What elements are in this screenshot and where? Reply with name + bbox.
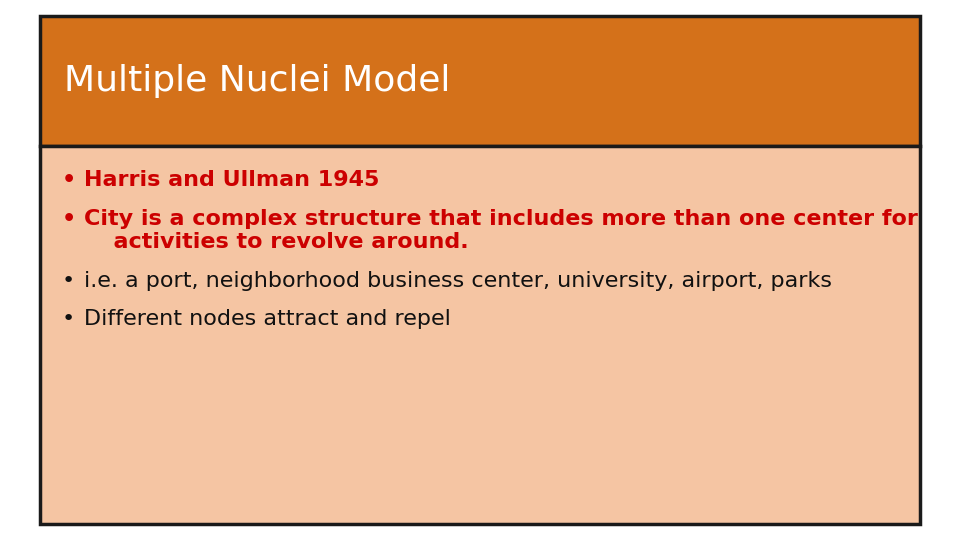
- Text: City is a complex structure that includes more than one center for: City is a complex structure that include…: [84, 209, 918, 229]
- Text: •: •: [61, 209, 76, 229]
- Text: Different nodes attract and repel: Different nodes attract and repel: [84, 309, 450, 329]
- Text: i.e. a port, neighborhood business center, university, airport, parks: i.e. a port, neighborhood business cente…: [84, 271, 831, 291]
- Text: •: •: [61, 271, 75, 291]
- Text: •: •: [61, 309, 75, 329]
- Bar: [40, 16, 920, 146]
- Text: Multiple Nuclei Model: Multiple Nuclei Model: [64, 64, 450, 98]
- Text: •: •: [61, 170, 76, 190]
- Text: activities to revolve around.: activities to revolve around.: [98, 232, 468, 252]
- Bar: [40, 146, 920, 524]
- Text: Harris and Ullman 1945: Harris and Ullman 1945: [84, 170, 379, 190]
